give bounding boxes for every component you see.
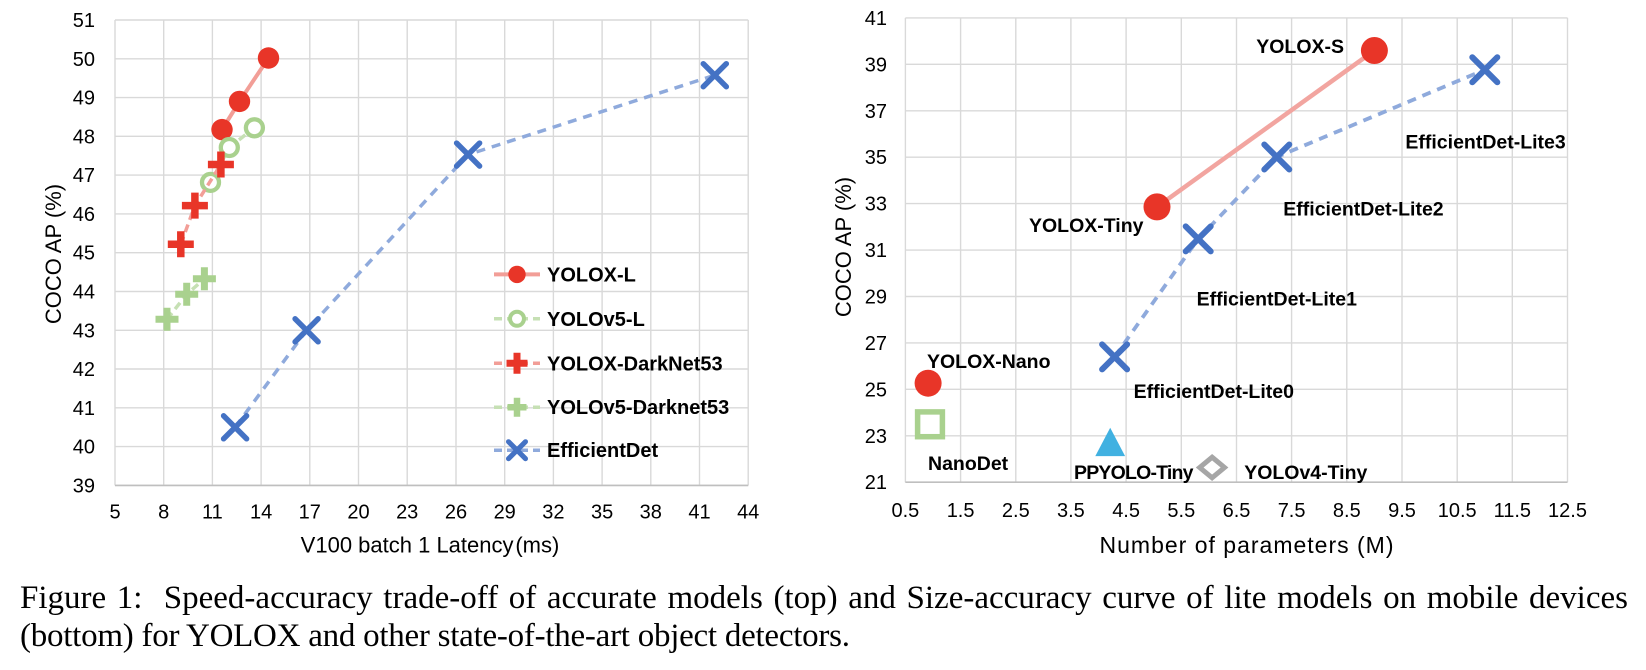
svg-text:23: 23: [865, 426, 887, 448]
svg-text:35: 35: [591, 502, 613, 524]
svg-text:38: 38: [640, 502, 662, 524]
svg-text:V100 batch 1 Latency (ms): V100 batch 1 Latency (ms): [301, 533, 560, 558]
svg-text:32: 32: [542, 502, 564, 524]
svg-text:YOLOX-S: YOLOX-S: [1256, 36, 1344, 58]
svg-text:25: 25: [865, 379, 887, 401]
svg-text:51: 51: [73, 10, 95, 32]
svg-text:8: 8: [158, 502, 169, 524]
svg-text:43: 43: [73, 320, 95, 342]
svg-text:49: 49: [73, 88, 95, 110]
svg-text:NanoDet: NanoDet: [928, 453, 1009, 475]
svg-text:6.5: 6.5: [1223, 500, 1251, 522]
svg-text:7.5: 7.5: [1278, 500, 1306, 522]
svg-text:PPYOLO-Tiny: PPYOLO-Tiny: [1074, 462, 1194, 484]
svg-text:2.5: 2.5: [1002, 500, 1030, 522]
svg-text:47: 47: [73, 165, 95, 187]
svg-text:YOLOX-L: YOLOX-L: [547, 264, 636, 286]
svg-text:11.5: 11.5: [1494, 500, 1531, 522]
svg-text:Number of parameters (M): Number of parameters (M): [1100, 532, 1395, 558]
svg-text:5: 5: [109, 502, 120, 524]
svg-text:11: 11: [202, 502, 223, 524]
svg-text:YOLOv4-Tiny: YOLOv4-Tiny: [1244, 462, 1367, 484]
svg-text:YOLOv5-L: YOLOv5-L: [547, 309, 645, 331]
svg-text:33: 33: [865, 194, 887, 216]
svg-text:44: 44: [73, 282, 95, 304]
svg-text:29: 29: [865, 287, 887, 309]
svg-text:29: 29: [494, 502, 516, 524]
svg-text:41: 41: [688, 502, 710, 524]
svg-text:50: 50: [73, 49, 95, 71]
svg-text:35: 35: [865, 147, 887, 169]
svg-text:17: 17: [299, 502, 321, 524]
svg-text:31: 31: [865, 240, 887, 262]
svg-text:45: 45: [73, 243, 95, 265]
svg-text:9.5: 9.5: [1388, 500, 1416, 522]
svg-text:41: 41: [73, 398, 95, 420]
svg-text:8.5: 8.5: [1333, 500, 1361, 522]
svg-text:YOLOX-Nano: YOLOX-Nano: [927, 351, 1051, 373]
svg-text:42: 42: [73, 359, 95, 381]
svg-text:26: 26: [445, 502, 467, 524]
svg-text:23: 23: [396, 502, 418, 524]
svg-text:27: 27: [865, 333, 887, 355]
svg-text:12.5: 12.5: [1548, 500, 1587, 522]
svg-text:1.5: 1.5: [947, 500, 975, 522]
svg-text:4.5: 4.5: [1112, 500, 1140, 522]
svg-text:10.5: 10.5: [1438, 500, 1477, 522]
svg-text:EfficientDet-Lite2: EfficientDet-Lite2: [1283, 199, 1444, 221]
svg-text:46: 46: [73, 204, 95, 226]
svg-text:39: 39: [73, 475, 95, 497]
svg-text:40: 40: [73, 437, 95, 459]
svg-text:39: 39: [865, 54, 887, 76]
svg-text:EfficientDet-Lite3: EfficientDet-Lite3: [1405, 131, 1566, 153]
svg-text:48: 48: [73, 126, 95, 148]
svg-text:20: 20: [347, 502, 369, 524]
svg-text:5.5: 5.5: [1167, 500, 1195, 522]
svg-text:21: 21: [865, 472, 887, 494]
svg-text:14: 14: [250, 502, 272, 524]
svg-text:YOLOv5-Darknet53: YOLOv5-Darknet53: [547, 397, 729, 419]
svg-text:YOLOX-DarkNet53: YOLOX-DarkNet53: [547, 353, 723, 375]
svg-text:37: 37: [865, 101, 887, 123]
svg-text:44: 44: [737, 502, 759, 524]
svg-text:COCO AP (%): COCO AP (%): [831, 177, 856, 317]
svg-text:EfficientDet-Lite1: EfficientDet-Lite1: [1197, 288, 1358, 310]
svg-text:COCO AP (%): COCO AP (%): [41, 184, 66, 324]
svg-text:YOLOX-Tiny: YOLOX-Tiny: [1029, 215, 1144, 237]
svg-text:EfficientDet: EfficientDet: [547, 440, 658, 462]
svg-text:3.5: 3.5: [1057, 500, 1085, 522]
svg-text:EfficientDet-Lite0: EfficientDet-Lite0: [1134, 381, 1295, 403]
svg-text:0.5: 0.5: [891, 500, 919, 522]
svg-text:41: 41: [865, 8, 887, 30]
